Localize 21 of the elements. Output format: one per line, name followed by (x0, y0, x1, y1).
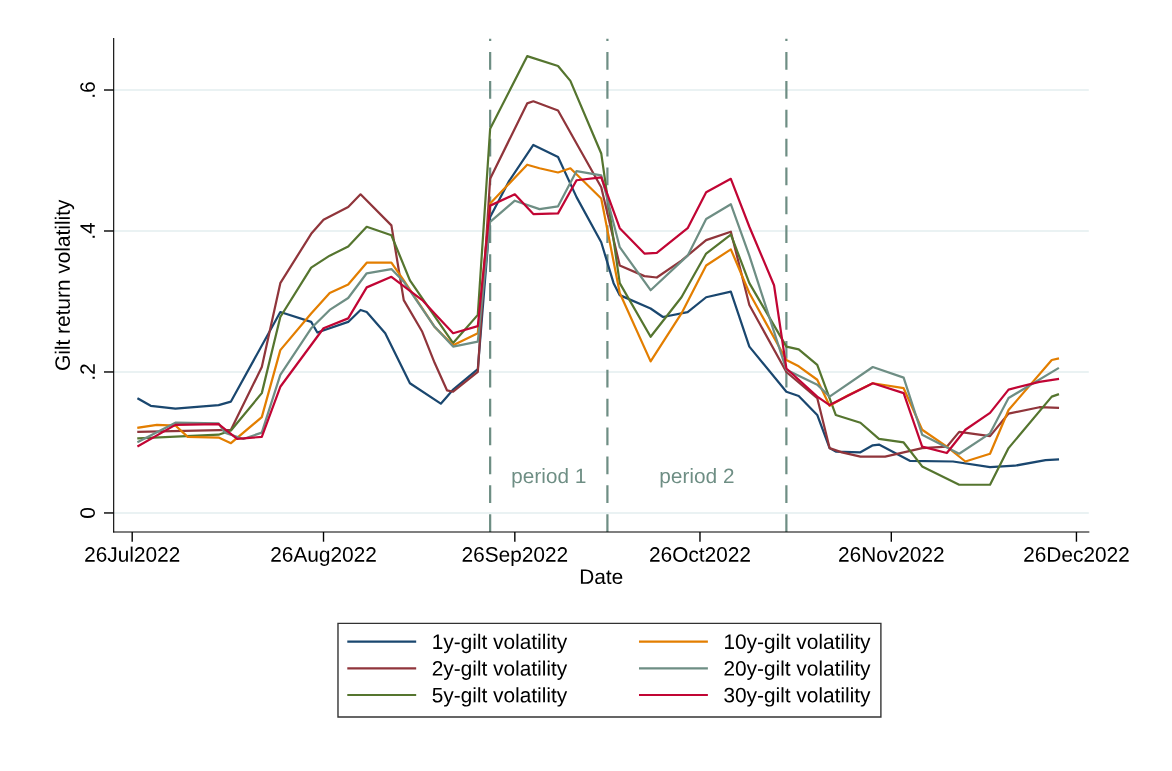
x-tick-label: 26Aug2022 (271, 547, 376, 566)
y-tick-label: 0 (80, 507, 95, 518)
legend-label: 1y-gilt volatility (433, 633, 568, 654)
x-tick-label: 26Jul2022 (85, 546, 180, 562)
legend-label: 30y-gilt volatility (724, 687, 871, 707)
legend-label: 2y-gilt volatility (432, 660, 568, 680)
x-tick-label: 26Oct2022 (650, 547, 750, 562)
y-axis-title: Gilt return volatility (54, 199, 75, 370)
legend-label: 5y-gilt volatility (432, 687, 568, 707)
legend-label: 10y-gilt volatility (725, 633, 871, 654)
x-axis-title: Date (580, 569, 623, 585)
x-tick-label: 26Nov2022 (839, 547, 944, 562)
annotation: period 2 (660, 468, 734, 488)
legend-label: 20y-gilt volatility (724, 660, 871, 680)
y-tick-label: .2 (80, 364, 95, 379)
x-tick-label: 26Dec2022 (1024, 547, 1129, 562)
x-tick-label: 26Sep2022 (462, 547, 568, 566)
y-tick-label: .4 (80, 222, 95, 238)
y-tick-label: .6 (80, 82, 95, 97)
line-series (137, 55, 1060, 486)
annotation: period 1 (512, 468, 586, 488)
